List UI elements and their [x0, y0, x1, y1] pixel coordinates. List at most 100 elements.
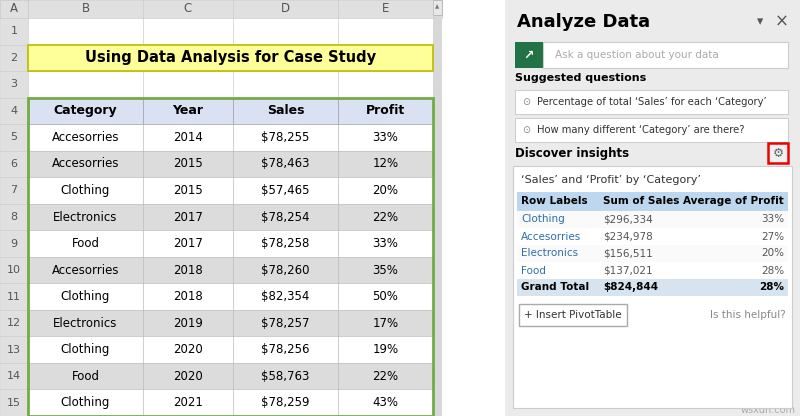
- Text: 8: 8: [10, 212, 18, 222]
- Text: $78,260: $78,260: [262, 264, 310, 277]
- Bar: [0, 18, 28, 45]
- Text: ⚙: ⚙: [772, 146, 784, 159]
- Bar: [505, 0, 800, 416]
- Text: ↗: ↗: [524, 49, 534, 62]
- Bar: [0, 204, 28, 230]
- Bar: [0, 230, 28, 257]
- Text: Sales: Sales: [266, 104, 304, 117]
- Bar: [28, 257, 433, 283]
- Text: D: D: [281, 2, 290, 15]
- Text: 19%: 19%: [373, 343, 398, 356]
- Text: Grand Total: Grand Total: [521, 282, 589, 292]
- Bar: [0, 283, 28, 310]
- Bar: [28, 45, 433, 71]
- Text: $824,844: $824,844: [603, 282, 658, 292]
- Text: ×: ×: [775, 13, 789, 31]
- Text: Food: Food: [71, 370, 99, 383]
- Text: Accesorries: Accesorries: [52, 264, 119, 277]
- Text: 2017: 2017: [173, 237, 203, 250]
- Text: 50%: 50%: [373, 290, 398, 303]
- Text: Clothing: Clothing: [61, 290, 110, 303]
- Bar: [0, 124, 28, 151]
- Bar: [0, 151, 28, 177]
- Text: Food: Food: [71, 237, 99, 250]
- Text: ▾: ▾: [757, 15, 763, 29]
- Text: Clothing: Clothing: [61, 184, 110, 197]
- Bar: [519, 304, 627, 326]
- Text: Average of Profit: Average of Profit: [683, 196, 784, 206]
- Text: Electronics: Electronics: [54, 210, 118, 223]
- Bar: [0, 71, 28, 98]
- Text: Food: Food: [521, 265, 546, 275]
- Text: Ask a question about your data: Ask a question about your data: [555, 50, 718, 60]
- Bar: [0, 389, 28, 416]
- Bar: [28, 98, 433, 416]
- Text: 33%: 33%: [761, 215, 784, 225]
- Text: wsxdn.com: wsxdn.com: [741, 405, 796, 415]
- Bar: [513, 166, 792, 408]
- Bar: [28, 18, 143, 45]
- Bar: [338, 18, 433, 45]
- Text: ⊙: ⊙: [522, 125, 530, 135]
- Text: 1: 1: [10, 26, 18, 36]
- Text: 17%: 17%: [373, 317, 398, 329]
- Bar: [0, 177, 28, 204]
- Text: + Insert PivotTable: + Insert PivotTable: [524, 310, 622, 320]
- Text: $82,354: $82,354: [262, 290, 310, 303]
- Text: ⊙: ⊙: [522, 97, 530, 107]
- Bar: [233, 71, 338, 98]
- Text: 20%: 20%: [373, 184, 398, 197]
- Text: $78,259: $78,259: [262, 396, 310, 409]
- Text: Year: Year: [173, 104, 203, 117]
- Bar: [0, 363, 28, 389]
- Bar: [517, 245, 788, 262]
- Text: 13: 13: [7, 345, 21, 355]
- Text: 2014: 2014: [173, 131, 203, 144]
- Bar: [517, 279, 788, 296]
- Text: $137,021: $137,021: [603, 265, 653, 275]
- Text: 43%: 43%: [373, 396, 398, 409]
- Bar: [28, 124, 433, 151]
- Text: Row Labels: Row Labels: [521, 196, 588, 206]
- Text: 3: 3: [10, 79, 18, 89]
- Bar: [28, 230, 433, 257]
- Text: 9: 9: [10, 238, 18, 248]
- Text: 2020: 2020: [173, 343, 203, 356]
- Text: Is this helpful?: Is this helpful?: [710, 310, 786, 320]
- Bar: [28, 337, 433, 363]
- Text: 2017: 2017: [173, 210, 203, 223]
- Text: 12: 12: [7, 318, 21, 328]
- Bar: [28, 389, 433, 416]
- Bar: [0, 257, 28, 283]
- Bar: [517, 211, 788, 228]
- Text: Electronics: Electronics: [54, 317, 118, 329]
- Bar: [543, 42, 788, 68]
- Text: E: E: [382, 2, 389, 15]
- Bar: [28, 71, 143, 98]
- Text: Electronics: Electronics: [521, 248, 578, 258]
- Text: 2021: 2021: [173, 396, 203, 409]
- Text: 33%: 33%: [373, 237, 398, 250]
- Bar: [143, 71, 233, 98]
- Text: How many different ‘Category’ are there?: How many different ‘Category’ are there?: [537, 125, 745, 135]
- Text: 2015: 2015: [173, 184, 203, 197]
- Text: $78,256: $78,256: [262, 343, 310, 356]
- Bar: [0, 337, 28, 363]
- Text: 15: 15: [7, 398, 21, 408]
- Text: Analyze Data: Analyze Data: [517, 13, 650, 31]
- Text: 2020: 2020: [173, 370, 203, 383]
- Text: $78,257: $78,257: [262, 317, 310, 329]
- Text: Clothing: Clothing: [61, 396, 110, 409]
- Text: ▲: ▲: [435, 5, 440, 10]
- Bar: [517, 192, 788, 211]
- Bar: [28, 98, 433, 124]
- Text: ‘Sales’ and ‘Profit’ by ‘Category’: ‘Sales’ and ‘Profit’ by ‘Category’: [521, 175, 701, 185]
- Text: 12%: 12%: [373, 157, 398, 171]
- Bar: [515, 118, 788, 142]
- Text: C: C: [184, 2, 192, 15]
- Text: Percentage of total ‘Sales’ for each ‘Category’: Percentage of total ‘Sales’ for each ‘Ca…: [537, 97, 766, 107]
- Text: 10: 10: [7, 265, 21, 275]
- Text: 2019: 2019: [173, 317, 203, 329]
- Text: A: A: [10, 2, 18, 15]
- Text: $156,511: $156,511: [603, 248, 653, 258]
